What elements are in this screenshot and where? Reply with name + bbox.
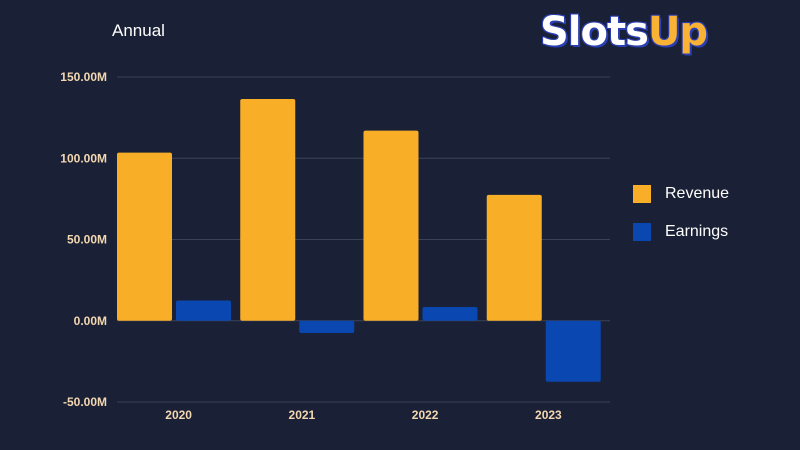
logo-text-slots: Slots	[540, 9, 649, 55]
bars	[117, 98, 601, 382]
legend-label-revenue: Revenue	[665, 185, 730, 202]
bar-earnings-2021	[299, 320, 355, 333]
bar-revenue-2020	[117, 152, 172, 321]
legend-swatch-earnings	[633, 223, 651, 241]
x-tick-label: 2022	[412, 408, 439, 422]
bar-earnings-2022	[422, 306, 478, 321]
bar-earnings-2020	[176, 300, 231, 321]
y-tick-label: 0.00M	[74, 314, 107, 328]
bar-revenue-2023	[486, 194, 542, 321]
logo-text-up: Up	[647, 9, 708, 55]
chart-title: Annual	[112, 21, 165, 40]
slotsup-logo: Slots Up	[540, 9, 708, 55]
x-tick-label: 2021	[289, 408, 316, 422]
y-tick-label: 150.00M	[60, 70, 107, 84]
legend-item-revenue: Revenue	[633, 184, 729, 204]
legend: Revenue Earnings	[633, 184, 729, 260]
legend-item-earnings: Earnings	[633, 222, 729, 242]
y-tick-label: 50.00M	[67, 233, 107, 247]
x-tick-label: 2020	[165, 408, 192, 422]
legend-label-earnings: Earnings	[665, 223, 729, 240]
legend-swatch-revenue	[633, 185, 651, 203]
bar-earnings-2023	[545, 320, 601, 382]
x-axis-ticks: 2020 2021 2022 2023	[165, 408, 562, 422]
bar-revenue-2022	[363, 130, 419, 321]
y-tick-label: 100.00M	[60, 151, 107, 165]
y-tick-label: -50.00M	[63, 395, 107, 409]
x-tick-label: 2023	[535, 408, 562, 422]
bar-revenue-2021	[240, 98, 296, 321]
y-axis-ticks: 150.00M 100.00M 50.00M 0.00M -50.00M	[60, 70, 107, 409]
